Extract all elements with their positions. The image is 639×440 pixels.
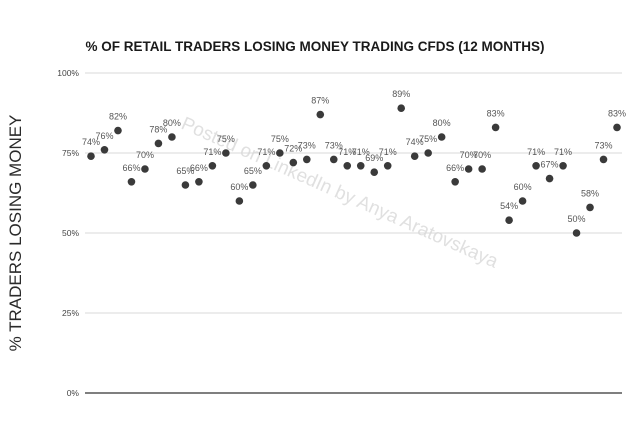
data-label: 60% bbox=[230, 182, 248, 192]
data-label: 76% bbox=[95, 131, 113, 141]
data-point bbox=[545, 174, 554, 183]
gridlines bbox=[85, 72, 622, 394]
data-point bbox=[100, 146, 109, 154]
data-label: 75% bbox=[217, 134, 235, 144]
data-point bbox=[370, 168, 379, 176]
data-label: 71% bbox=[527, 147, 545, 157]
data-label: 87% bbox=[311, 96, 329, 106]
data-point bbox=[532, 162, 540, 170]
data-point bbox=[613, 123, 621, 132]
data-point bbox=[154, 139, 163, 148]
data-point bbox=[302, 155, 311, 164]
data-point bbox=[168, 133, 176, 141]
data-label: 50% bbox=[568, 214, 586, 224]
chart-title: % OF RETAIL TRADERS LOSING MONEY TRADING… bbox=[85, 39, 544, 54]
data-point bbox=[316, 110, 325, 119]
data-label: 71% bbox=[338, 147, 356, 157]
data-label: 73% bbox=[325, 140, 343, 150]
data-label: 71% bbox=[379, 147, 397, 157]
data-labels: 74%76%82%66%70%78%80%65%66%71%75%60%65%7… bbox=[82, 89, 626, 224]
data-point bbox=[356, 162, 365, 170]
data-label: 78% bbox=[149, 124, 167, 134]
data-point bbox=[195, 178, 203, 186]
data-label: 82% bbox=[109, 112, 127, 122]
data-points bbox=[87, 104, 621, 237]
data-point bbox=[437, 133, 446, 141]
data-label: 71% bbox=[352, 147, 370, 157]
data-point bbox=[397, 104, 406, 112]
data-point bbox=[572, 229, 581, 237]
data-point bbox=[127, 178, 136, 186]
data-label: 67% bbox=[541, 160, 559, 170]
data-point bbox=[586, 203, 594, 212]
data-point bbox=[141, 165, 149, 173]
data-label: 65% bbox=[244, 166, 262, 176]
data-point bbox=[451, 178, 459, 186]
data-label: 80% bbox=[163, 118, 181, 128]
data-label: 72% bbox=[284, 144, 302, 154]
data-point bbox=[235, 197, 244, 205]
data-label: 66% bbox=[190, 163, 208, 173]
data-point bbox=[491, 123, 500, 132]
y-tick-label: 0% bbox=[67, 388, 80, 398]
y-tick-label: 50% bbox=[62, 228, 79, 238]
data-label: 75% bbox=[271, 134, 289, 144]
data-label: 60% bbox=[514, 182, 532, 192]
data-label: 83% bbox=[608, 108, 626, 118]
data-point bbox=[518, 197, 527, 205]
data-point bbox=[410, 152, 419, 160]
data-label: 73% bbox=[595, 140, 613, 150]
data-label: 58% bbox=[581, 188, 599, 198]
data-point bbox=[181, 181, 190, 189]
data-point bbox=[208, 162, 217, 170]
y-tick-labels: 0% 25% 50% 75% 100% bbox=[57, 68, 79, 398]
data-label: 73% bbox=[298, 140, 316, 150]
y-tick-label: 75% bbox=[62, 148, 79, 158]
data-label: 80% bbox=[433, 118, 451, 128]
data-point bbox=[249, 181, 257, 189]
data-point bbox=[478, 165, 486, 173]
data-label: 65% bbox=[176, 166, 194, 176]
data-point bbox=[262, 162, 271, 170]
y-axis-label: % TRADERS LOSING MONEY bbox=[6, 115, 25, 352]
data-point bbox=[599, 155, 608, 164]
y-tick-label: 25% bbox=[62, 308, 79, 318]
data-label: 66% bbox=[446, 163, 464, 173]
data-label: 70% bbox=[473, 150, 491, 160]
data-label: 71% bbox=[257, 147, 275, 157]
data-point bbox=[289, 158, 298, 167]
data-label: 69% bbox=[365, 153, 383, 163]
data-point bbox=[222, 149, 230, 157]
data-label: 54% bbox=[500, 201, 518, 211]
data-point bbox=[114, 126, 122, 135]
data-label: 74% bbox=[406, 137, 424, 147]
data-point bbox=[87, 152, 95, 160]
data-label: 66% bbox=[122, 163, 140, 173]
data-label: 89% bbox=[392, 89, 410, 99]
data-label: 74% bbox=[82, 137, 100, 147]
data-point bbox=[276, 149, 284, 157]
data-point bbox=[505, 216, 513, 224]
data-label: 75% bbox=[419, 134, 437, 144]
data-point bbox=[329, 155, 338, 164]
data-point bbox=[559, 162, 567, 170]
data-label: 70% bbox=[136, 150, 154, 160]
data-point bbox=[464, 165, 473, 173]
data-point bbox=[383, 162, 392, 170]
data-label: 71% bbox=[203, 147, 221, 157]
data-label: 83% bbox=[487, 108, 505, 118]
data-point bbox=[424, 149, 432, 157]
data-label: 71% bbox=[554, 147, 572, 157]
data-point bbox=[343, 162, 352, 170]
y-tick-label: 100% bbox=[57, 68, 79, 78]
data-label: 70% bbox=[460, 150, 478, 160]
